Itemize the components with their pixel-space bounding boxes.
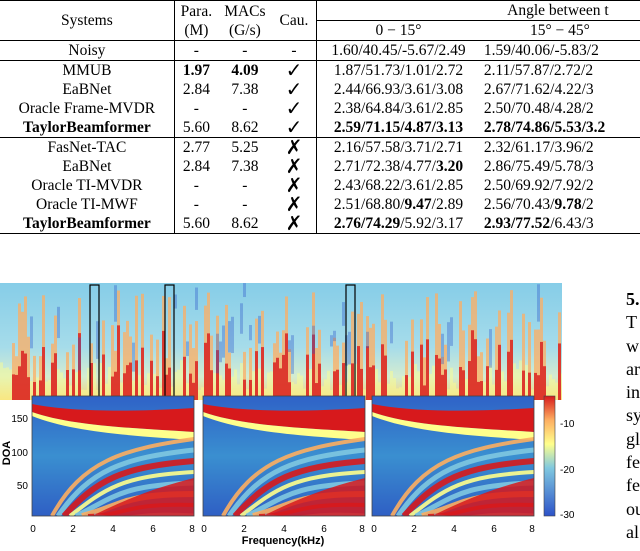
colorbar xyxy=(543,395,556,517)
spectrogram-figure xyxy=(0,283,562,400)
cross-icon: ✗ xyxy=(285,211,303,235)
header-angle-0-15: 0 − 15° xyxy=(316,20,480,41)
x-tick-label: 6 xyxy=(491,524,497,535)
table-row: MMUB 1.97 4.09 ✓ 1.87/51.73/1.01/2.72 2.… xyxy=(0,60,640,80)
header-causal: Cau. xyxy=(271,0,317,41)
text-line: gl xyxy=(626,428,640,449)
text-line: T xyxy=(626,312,637,333)
section-heading: 5. xyxy=(626,289,640,309)
table-row: TaylorBeamformer 5.60 8.62 ✓ 2.59/71.15/… xyxy=(23,115,606,139)
text-line: w xyxy=(626,335,639,356)
x-tick-label: 2 xyxy=(411,524,417,535)
cross-icon: ✗ xyxy=(285,173,303,197)
x-axis-title: Frequency(kHz) xyxy=(242,535,325,547)
colorbar-tick-label: -30 xyxy=(560,510,575,521)
y-tick-label: 50 xyxy=(17,481,29,492)
x-tick-label: 0 xyxy=(371,524,377,535)
x-tick-label: 4 xyxy=(451,524,457,535)
header-angle-group: Angle between t xyxy=(316,0,640,21)
table-row: TaylorBeamformer 5.60 8.62 ✗ 2.76/74.29/… xyxy=(0,211,640,235)
colorbar-tick-label: -20 xyxy=(560,465,575,476)
x-tick-label: 0 xyxy=(201,524,207,535)
doa-axis-label: DOA xyxy=(1,441,13,466)
y-tick-label: 150 xyxy=(11,414,28,425)
table-row: EaBNet 2.84 7.38 ✓ 2.44/66.93/3.61/3.08 … xyxy=(62,77,594,101)
side-text-column: 5. T w ar in sy gl fe fe ou al xyxy=(626,288,640,544)
x-tick-label: 6 xyxy=(321,524,327,535)
cross-icon: ✗ xyxy=(271,137,317,157)
text-line: fe xyxy=(626,452,640,473)
text-line: ar xyxy=(626,358,640,379)
text-line: in xyxy=(626,382,640,403)
header-params: Para. (M) xyxy=(173,0,218,41)
table-row: Oracle Frame-MVDR - - ✓ 2.38/64.84/3.61/… xyxy=(18,96,594,120)
check-icon: ✓ xyxy=(271,60,317,80)
x-tick-label: 8 xyxy=(529,524,535,535)
text-line: sy xyxy=(626,405,640,426)
check-icon: ✓ xyxy=(285,96,303,120)
header-systems: Systems xyxy=(0,0,175,41)
doa-panel-3 xyxy=(372,396,534,516)
header-macs: MACs (G/s) xyxy=(217,0,272,41)
check-icon: ✓ xyxy=(285,115,303,139)
check-icon: ✓ xyxy=(285,77,303,101)
spectrogram-columns xyxy=(0,283,562,400)
x-tick-label: 8 xyxy=(359,524,365,535)
x-tick-label: 6 xyxy=(150,524,156,535)
x-tick-label: 0 xyxy=(30,524,36,535)
table-row: Oracle TI-MVDR - - ✗ 2.43/68.22/3.61/2.8… xyxy=(31,173,594,197)
y-tick-label: 100 xyxy=(11,448,28,459)
text-line: al xyxy=(626,521,639,542)
doa-figure: DOA 150 100 50 0 2 4 6 8 0 2 4 6 8 0 2 4… xyxy=(1,395,575,547)
text-line: ou xyxy=(626,498,640,519)
x-tick-label: 2 xyxy=(70,524,76,535)
x-tick-label: 2 xyxy=(241,524,247,535)
x-tick-label: 4 xyxy=(281,524,287,535)
table-row-noisy: Noisy - - - 1.60/40.45/-5.67/2.49 1.59/4… xyxy=(0,40,640,61)
x-tick-label: 4 xyxy=(110,524,116,535)
table-row: Oracle TI-MWF - - ✗ 2.51/68.80/9.47/2.89… xyxy=(36,192,594,216)
table-row: FasNet-TAC 2.77 5.25 ✗ 2.16/57.58/3.71/2… xyxy=(0,137,640,157)
text-line: fe xyxy=(626,475,640,496)
doa-panel-1 xyxy=(32,396,194,516)
table-row: EaBNet 2.84 7.38 ✗ 2.71/72.38/4.77/3.20 … xyxy=(62,154,594,178)
colorbar-tick-label: -10 xyxy=(560,419,575,430)
results-table: Systems Para. (M) MACs (G/s) Cau. Angle be… xyxy=(0,0,640,275)
cross-icon: ✗ xyxy=(285,154,303,178)
x-tick-label: 8 xyxy=(189,524,195,535)
doa-panel-2 xyxy=(203,396,365,516)
cross-icon: ✗ xyxy=(285,192,303,216)
header-angle-15-45: 15° − 45° xyxy=(479,20,640,41)
